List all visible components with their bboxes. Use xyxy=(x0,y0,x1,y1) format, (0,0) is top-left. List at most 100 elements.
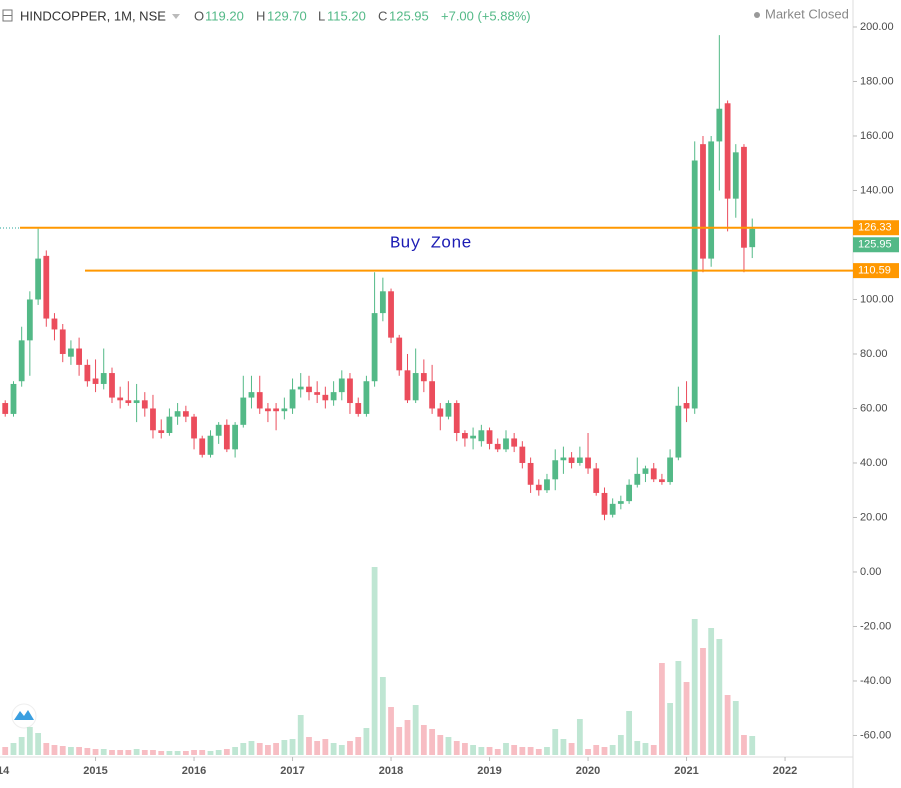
volume-bar xyxy=(511,745,518,755)
candle-body xyxy=(330,392,337,401)
candle-body xyxy=(732,152,739,199)
volume-bar xyxy=(2,747,9,755)
candles xyxy=(2,35,756,521)
candle-body xyxy=(626,484,633,502)
volume-bar xyxy=(133,749,140,755)
volume-bar xyxy=(412,705,419,755)
volume-bar xyxy=(568,743,575,755)
candle-body xyxy=(35,258,42,300)
candle-body xyxy=(650,468,657,480)
volume-bar xyxy=(314,741,321,755)
candle-body xyxy=(724,103,731,199)
volume-bar xyxy=(478,747,485,755)
volume-bar xyxy=(371,567,378,755)
volume-bar xyxy=(338,745,345,755)
volume-bar xyxy=(560,739,567,755)
candle-body xyxy=(544,479,550,491)
volume-bar xyxy=(18,737,25,755)
candle-body xyxy=(355,403,362,414)
y-tick-label: -40.00 xyxy=(860,675,891,687)
candle-body xyxy=(659,479,665,483)
volume-bar xyxy=(420,725,427,755)
volume-bar xyxy=(642,743,649,755)
y-tick-label: -20.00 xyxy=(860,620,891,632)
x-tick-label: 2017 xyxy=(280,765,304,777)
dropdown-arrow[interactable] xyxy=(172,14,180,19)
candle-body xyxy=(150,408,156,431)
x-tick-label: 2019 xyxy=(477,765,501,777)
last-price-label: 125.95 xyxy=(858,239,892,251)
candle-body xyxy=(133,400,140,404)
volume-bar xyxy=(462,743,468,755)
candle-body xyxy=(43,255,50,319)
volume-bar xyxy=(535,749,542,755)
volume-bar xyxy=(716,639,723,755)
volume-bar xyxy=(355,737,362,755)
candle-body xyxy=(609,503,616,515)
price-label-box xyxy=(853,263,899,279)
x-tick-label: 2015 xyxy=(83,765,107,777)
volume-bar xyxy=(199,750,206,755)
volume-bar xyxy=(191,750,197,755)
candle-body xyxy=(26,299,33,341)
candle-body xyxy=(486,430,493,444)
high-label: H xyxy=(256,8,265,23)
candle-body xyxy=(708,141,715,259)
volume-bar xyxy=(601,747,608,755)
y-tick-label: 0.00 xyxy=(860,566,881,578)
candle-body xyxy=(503,438,509,450)
volume-bar xyxy=(26,727,33,755)
candle-body xyxy=(535,484,542,491)
y-tick-label: 60.00 xyxy=(860,402,888,414)
candle-body xyxy=(199,438,206,455)
candle-body xyxy=(2,403,9,414)
volume-bar xyxy=(306,737,312,755)
candle-body xyxy=(511,438,518,447)
candle-body xyxy=(741,146,747,248)
x-tick-label: 2020 xyxy=(576,765,600,777)
volume-bar xyxy=(404,720,411,755)
logo-shape xyxy=(14,710,34,720)
close-label: C xyxy=(378,8,387,23)
x-tick-label: 2022 xyxy=(773,765,797,777)
volume-bar xyxy=(519,747,526,755)
candle-body xyxy=(462,432,468,439)
status-dot xyxy=(754,12,760,18)
candle-body xyxy=(182,411,189,417)
candle-body xyxy=(68,348,74,357)
candle-body xyxy=(281,408,288,412)
low-value: 115.20 xyxy=(327,8,366,23)
volume-bar xyxy=(445,737,452,755)
logo[interactable] xyxy=(11,703,37,729)
volume-bar xyxy=(724,695,731,755)
candle-body xyxy=(215,424,222,436)
candle-body xyxy=(273,408,279,412)
volume-bar xyxy=(437,735,444,755)
volume-bar xyxy=(43,743,50,755)
volume-bar xyxy=(363,728,370,755)
volume-bar xyxy=(626,711,633,755)
volume-bar xyxy=(749,736,756,755)
volume-bar xyxy=(347,741,353,755)
candle-body xyxy=(100,373,107,384)
y-tick-label: 40.00 xyxy=(860,457,888,469)
volume-bar xyxy=(125,750,132,755)
candle-body xyxy=(232,424,239,450)
volume-bar xyxy=(609,745,616,755)
candle-body xyxy=(478,430,485,442)
candle-body xyxy=(314,392,321,395)
volume-bar xyxy=(429,729,436,755)
symbol-title[interactable]: HINDCOPPER, 1M, NSE xyxy=(20,8,166,23)
candle-body xyxy=(560,457,567,461)
candle-body xyxy=(174,411,181,417)
candle-body xyxy=(691,160,698,409)
volume-bar xyxy=(667,703,673,755)
volume-bar xyxy=(675,661,682,755)
candle-body xyxy=(141,400,148,409)
y-tick-label: 140.00 xyxy=(860,184,894,196)
y-tick-label: 160.00 xyxy=(860,130,894,142)
candle-body xyxy=(642,468,649,474)
x-tick-label: 2016 xyxy=(182,765,206,777)
volume-bar xyxy=(732,701,739,755)
